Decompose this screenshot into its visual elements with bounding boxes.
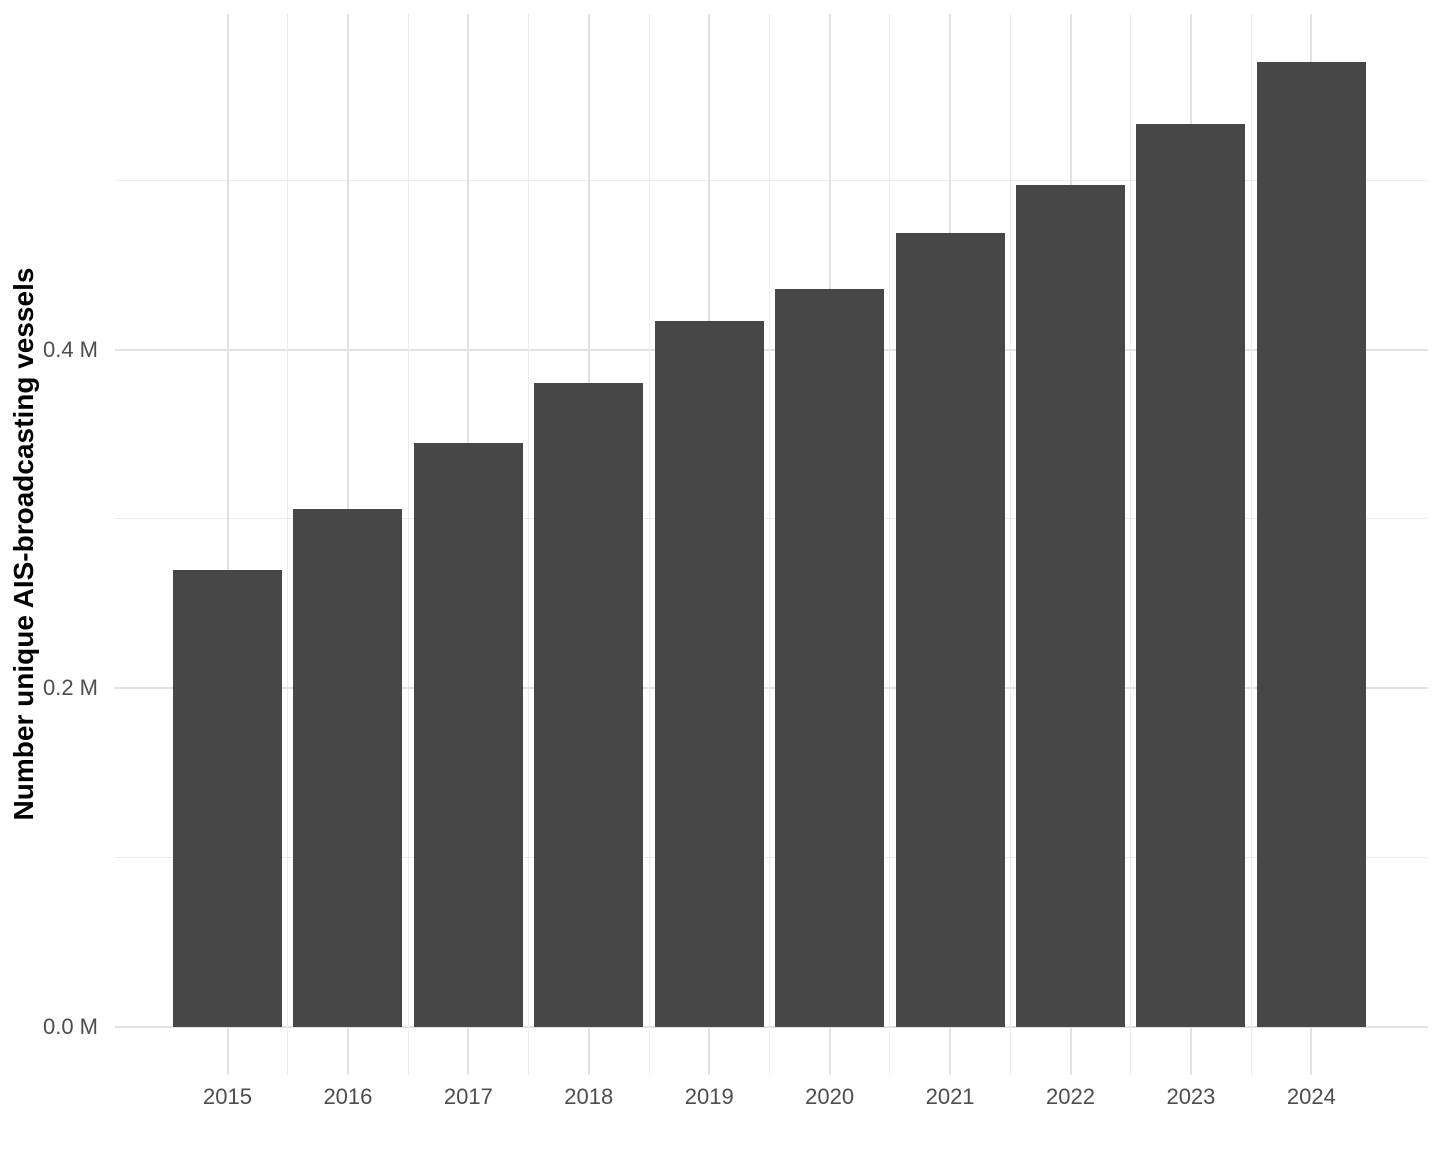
y-major-gridline <box>115 348 1428 351</box>
x-minor-gridline <box>1130 14 1132 1075</box>
y-minor-gridline <box>115 179 1428 181</box>
x-tick-label: 2023 <box>1166 1084 1216 1109</box>
bar-2022 <box>1016 185 1125 1027</box>
x-tick-label: 2024 <box>1286 1084 1336 1109</box>
y-major-gridline <box>115 687 1428 690</box>
y-major-gridline <box>115 1026 1428 1028</box>
x-tick-label: 2015 <box>203 1084 252 1109</box>
bar-2019 <box>654 320 764 1027</box>
x-minor-gridline <box>287 14 289 1075</box>
x-tick-label: 2016 <box>323 1084 373 1109</box>
bar-2023 <box>1136 124 1246 1027</box>
bar-2017 <box>413 442 523 1027</box>
x-minor-gridline <box>407 14 409 1075</box>
x-major-gridline <box>226 14 229 1075</box>
plot-panel <box>115 14 1428 1075</box>
x-tick-label: 2017 <box>443 1084 493 1109</box>
bar-2024 <box>1256 61 1366 1027</box>
x-minor-gridline <box>1250 14 1252 1075</box>
x-tick-label: 2021 <box>925 1084 975 1109</box>
y-tick-label: 0.0 M <box>42 1014 98 1039</box>
x-minor-gridline <box>648 14 650 1075</box>
y-minor-gridline <box>115 518 1428 520</box>
bar-2018 <box>534 383 644 1027</box>
x-tick-label: 2020 <box>805 1084 855 1109</box>
x-tick-label: 2019 <box>684 1084 734 1109</box>
y-tick-label: 0.4 M <box>42 336 98 362</box>
x-minor-gridline <box>889 14 891 1075</box>
bar-2015 <box>173 569 282 1027</box>
x-tick-label: 2018 <box>564 1084 614 1109</box>
bar-2020 <box>775 288 885 1027</box>
x-minor-gridline <box>768 14 770 1075</box>
bar-2016 <box>293 508 403 1027</box>
x-tick-label: 2022 <box>1046 1084 1095 1109</box>
bar-2021 <box>895 232 1005 1027</box>
y-minor-gridline <box>115 857 1428 859</box>
y-tick-label: 0.2 M <box>42 675 98 701</box>
x-minor-gridline <box>1009 14 1011 1075</box>
x-minor-gridline <box>528 14 530 1075</box>
